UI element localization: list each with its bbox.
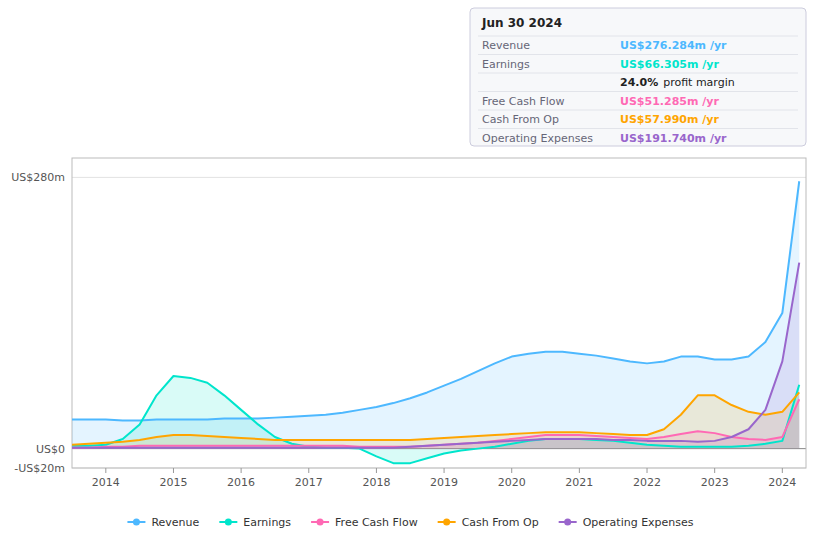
series-line xyxy=(72,181,799,420)
annotation-value: US$191.740m /yr xyxy=(620,132,727,145)
annotation-divider xyxy=(478,54,798,55)
series-line xyxy=(72,399,799,447)
x-tick-label: 2017 xyxy=(295,476,323,489)
y-tick-label: US$0 xyxy=(36,443,65,456)
plot-area xyxy=(72,181,799,463)
x-tick xyxy=(308,468,309,473)
x-tick-label: 2020 xyxy=(498,476,526,489)
annotation-divider xyxy=(478,128,798,129)
annotation-label: Earnings xyxy=(482,58,530,71)
legend-marker xyxy=(133,519,140,526)
x-tick xyxy=(376,468,377,473)
annotation-divider xyxy=(478,73,798,74)
x-tick xyxy=(105,468,106,473)
annotation-title: Jun 30 2024 xyxy=(481,16,562,30)
x-tick xyxy=(173,468,174,473)
areas xyxy=(72,181,799,463)
annotation-value: US$51.285m /yr xyxy=(620,95,719,108)
x-tick-label: 2018 xyxy=(362,476,390,489)
y-tick-label: -US$20m xyxy=(14,462,65,475)
legend-marker xyxy=(443,519,450,526)
series-line xyxy=(72,263,799,448)
legend-item: Earnings xyxy=(219,516,291,529)
annotation-box: Jun 30 2024 Revenue US$276.284m /yr Earning… xyxy=(470,8,806,146)
x-tick-label: 2019 xyxy=(430,476,458,489)
x-tick xyxy=(714,468,715,473)
x-tick xyxy=(647,468,648,473)
legend-item: Operating Expenses xyxy=(559,516,694,529)
x-tick-label: 2015 xyxy=(159,476,187,489)
x-tick xyxy=(241,468,242,473)
x-tick-label: 2016 xyxy=(227,476,255,489)
legend-item: Revenue xyxy=(127,516,199,529)
legend-label: Cash From Op xyxy=(462,516,539,529)
legend-item: Cash From Op xyxy=(438,516,539,529)
x-tick xyxy=(782,468,783,473)
annotation-label: Revenue xyxy=(482,39,530,52)
legend-marker xyxy=(225,519,232,526)
x-tick xyxy=(444,468,445,473)
legend-label: Free Cash Flow xyxy=(335,516,418,529)
legend-marker xyxy=(564,519,571,526)
x-tick-label: 2024 xyxy=(768,476,796,489)
annotation-divider xyxy=(478,36,798,37)
annotation-label: Cash From Op xyxy=(482,113,559,126)
annotation-value: 24.0% xyxy=(620,76,658,89)
grid-line xyxy=(72,177,806,178)
annotation-divider xyxy=(478,91,798,92)
series-line xyxy=(72,392,799,444)
annotation-text: profit margin xyxy=(663,76,735,89)
annotation-divider xyxy=(478,110,798,111)
lines xyxy=(72,181,799,463)
x-tick xyxy=(511,468,512,473)
x-tick-label: 2022 xyxy=(633,476,661,489)
x-tick xyxy=(579,468,580,473)
legend-label: Operating Expenses xyxy=(583,516,694,529)
grid xyxy=(72,177,806,468)
x-tick-label: 2021 xyxy=(565,476,593,489)
annotation-value: US$276.284m /yr xyxy=(620,39,727,52)
series-line xyxy=(72,376,799,463)
legend-label: Revenue xyxy=(151,516,199,529)
legend-label: Earnings xyxy=(243,516,291,529)
annotation-label: Free Cash Flow xyxy=(482,95,565,108)
annotation-label: Operating Expenses xyxy=(482,132,593,145)
x-tick-label: 2023 xyxy=(701,476,729,489)
legend-marker xyxy=(317,519,324,526)
annotation-frame xyxy=(470,8,806,146)
legend: Revenue Earnings Free Cash Flow Cash From O… xyxy=(127,516,693,529)
annotation-value: US$66.305m /yr xyxy=(620,58,719,71)
y-tick-label: US$280m xyxy=(11,171,65,184)
x-tick-label: 2014 xyxy=(92,476,120,489)
annotation-value: US$57.990m /yr xyxy=(620,113,719,126)
plot-frame xyxy=(72,158,806,468)
legend-item: Free Cash Flow xyxy=(311,516,418,529)
chart: -US$20m US$0 US$280m 2014 2015 2016 2017 2018 20… xyxy=(0,0,821,560)
